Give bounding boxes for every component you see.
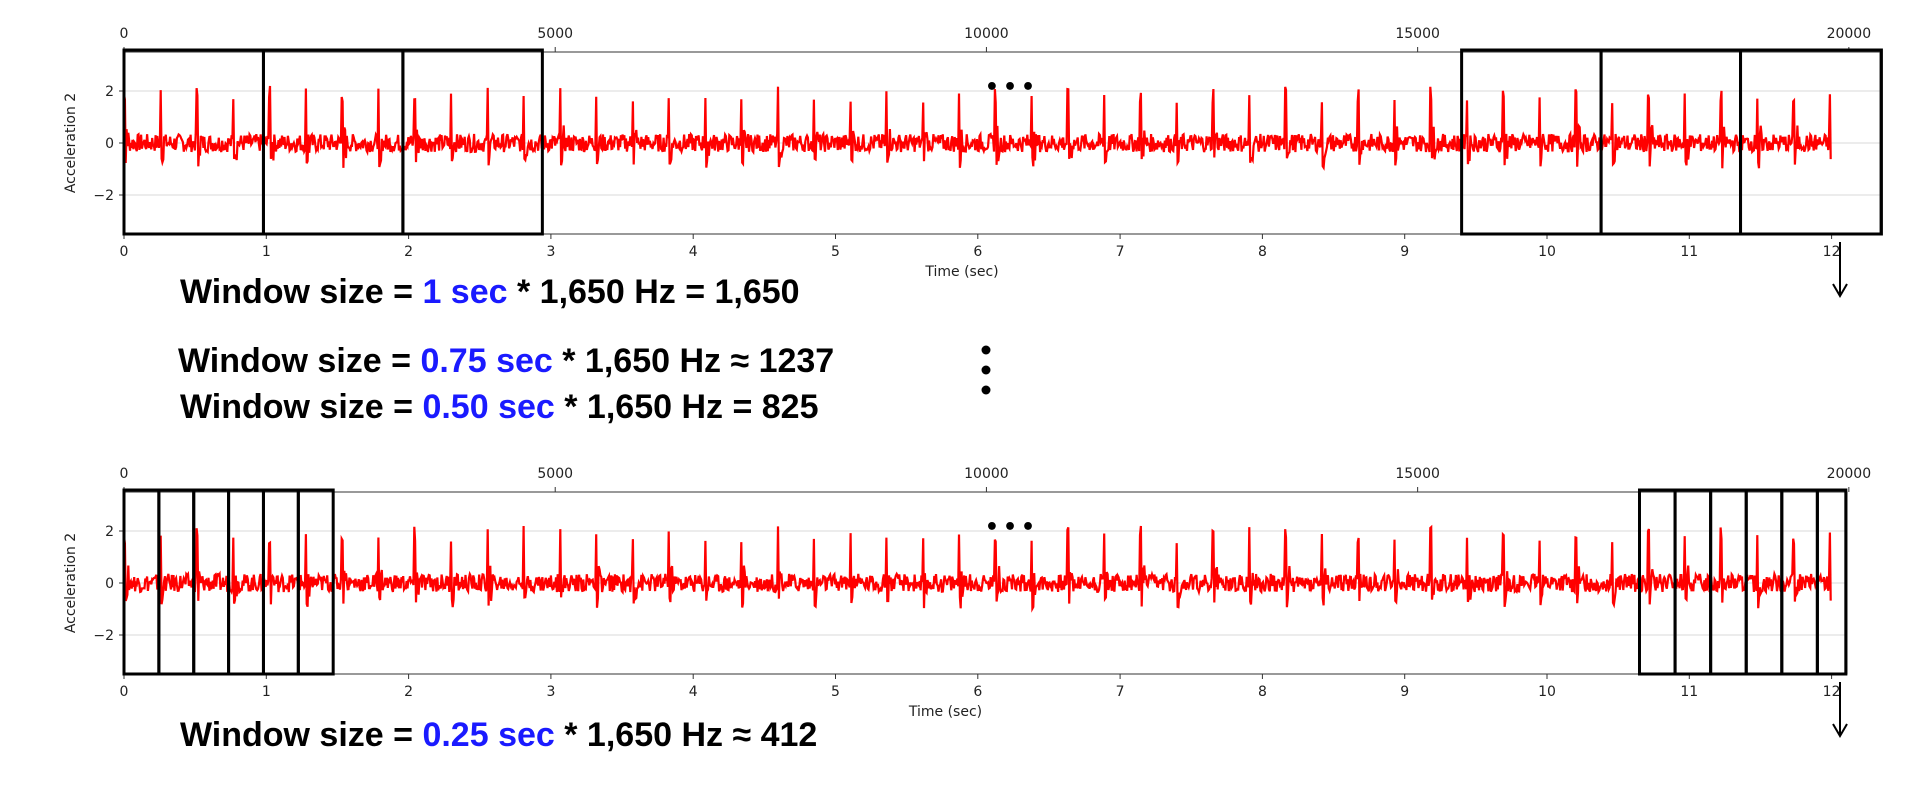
horizontal-ellipsis: ••• (985, 515, 1039, 540)
x-tick-label: 6 (973, 684, 982, 700)
chart-panel-bottom: 0 1 2 3 4 5 6 7 8 9 10 11 120 5000 10000 15000 2000020−2… (63, 466, 1872, 738)
window-equation-025sec: Window size = 0.25 sec * 1,650 Hz ≈ 412 (180, 716, 817, 755)
window-box (1739, 48, 1883, 236)
x-tick-label: 7 (1116, 684, 1125, 700)
x-tick-label: 9 (1400, 244, 1409, 260)
vertical-ellipsis (981, 345, 991, 395)
window-equation-075sec: Window size = 0.75 sec * 1,650 Hz ≈ 1237 (178, 342, 834, 381)
x-tick-label: 3 (546, 684, 555, 700)
chart-panel-top: 0 1 2 3 4 5 6 7 8 9 10 11 120 5000 10000 15000 2000020−2… (63, 26, 1883, 298)
window-equation-1sec: Window size = 1 sec * 1,650 Hz = 1,650 (180, 273, 800, 312)
y-tick-label: 0 (105, 576, 114, 592)
x-tick-label: 9 (1400, 684, 1409, 700)
x-tick-label: 2 (404, 684, 413, 700)
top-axis-tick-label: 20000 (1827, 26, 1872, 42)
x-tick-label: 8 (1258, 684, 1267, 700)
y-tick-label: 2 (105, 524, 114, 540)
x-axis-label: Time (sec) (908, 704, 982, 720)
x-tick-label: 0 (120, 684, 129, 700)
window-box (296, 488, 335, 676)
equation-prefix: Window size = (180, 273, 423, 311)
x-tick-label: 12 (1823, 684, 1841, 700)
x-tick-label: 5 (831, 684, 840, 700)
x-tick-label: 4 (689, 244, 698, 260)
down-arrow-head (1832, 283, 1848, 298)
x-tick-label: 11 (1680, 684, 1698, 700)
equation-suffix: * 1,650 Hz = 1,650 (507, 273, 800, 311)
y-tick-label: 0 (105, 136, 114, 152)
x-axis-label: Time (sec) (924, 264, 998, 280)
signal-series-line (122, 524, 1832, 613)
x-tick-label: 7 (1116, 244, 1125, 260)
top-axis-tick-label: 10000 (964, 26, 1009, 42)
top-axis-tick-label: 15000 (1395, 466, 1440, 482)
x-tick-label: 3 (546, 244, 555, 260)
top-axis-tick-label: 20000 (1827, 466, 1872, 482)
equation-suffix: * 1,650 Hz ≈ 412 (554, 716, 818, 754)
signal-series-line (122, 85, 1832, 171)
equation-prefix: Window size = (178, 342, 421, 380)
equation-duration: 0.50 sec (422, 388, 555, 426)
x-tick-label: 2 (404, 244, 413, 260)
equation-duration: 0.75 sec (420, 342, 553, 380)
y-axis-label: Acceleration 2 (63, 533, 79, 633)
top-axis-tick-label: 0 (120, 466, 129, 482)
x-tick-label: 1 (262, 684, 271, 700)
top-axis-tick-label: 0 (120, 26, 129, 42)
top-axis-tick-label: 10000 (964, 466, 1009, 482)
down-arrow-head (1832, 723, 1848, 738)
x-tick-label: 1 (262, 244, 271, 260)
top-axis-tick-label: 5000 (537, 466, 573, 482)
x-tick-label: 10 (1538, 244, 1556, 260)
top-axis-tick-label: 5000 (537, 26, 573, 42)
equation-suffix: * 1,650 Hz ≈ 1237 (552, 342, 835, 380)
equation-suffix: * 1,650 Hz = 825 (554, 388, 819, 426)
x-tick-label: 12 (1823, 244, 1841, 260)
equation-duration: 0.25 sec (422, 716, 555, 754)
equation-prefix: Window size = (180, 388, 423, 426)
top-axis-tick-label: 15000 (1395, 26, 1440, 42)
x-tick-label: 5 (831, 244, 840, 260)
window-box (1815, 488, 1848, 676)
y-axis-label: Acceleration 2 (63, 93, 79, 193)
horizontal-ellipsis: ••• (985, 75, 1039, 100)
y-tick-label: −2 (93, 188, 114, 204)
y-tick-label: −2 (93, 628, 114, 644)
x-tick-label: 4 (689, 684, 698, 700)
ellipsis-dot (981, 365, 991, 375)
window-box (401, 48, 544, 236)
x-tick-label: 6 (973, 244, 982, 260)
x-tick-label: 10 (1538, 684, 1556, 700)
y-tick-label: 2 (105, 84, 114, 100)
ellipsis-dot (981, 345, 991, 355)
equation-prefix: Window size = (180, 716, 423, 754)
x-tick-label: 8 (1258, 244, 1267, 260)
ellipsis-dot (981, 385, 991, 395)
equation-duration: 1 sec (422, 273, 508, 311)
window-equation-050sec: Window size = 0.50 sec * 1,650 Hz = 825 (180, 388, 819, 427)
x-tick-label: 0 (120, 244, 129, 260)
x-tick-label: 11 (1680, 244, 1698, 260)
